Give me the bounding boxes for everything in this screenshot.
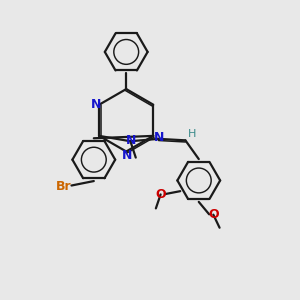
Text: N: N <box>154 131 164 145</box>
Text: O: O <box>155 188 166 201</box>
Text: N: N <box>90 98 101 111</box>
Text: O: O <box>208 208 219 221</box>
Text: N: N <box>125 134 136 147</box>
Text: Br: Br <box>56 180 71 193</box>
Text: H: H <box>188 129 196 139</box>
Text: N: N <box>122 149 132 162</box>
